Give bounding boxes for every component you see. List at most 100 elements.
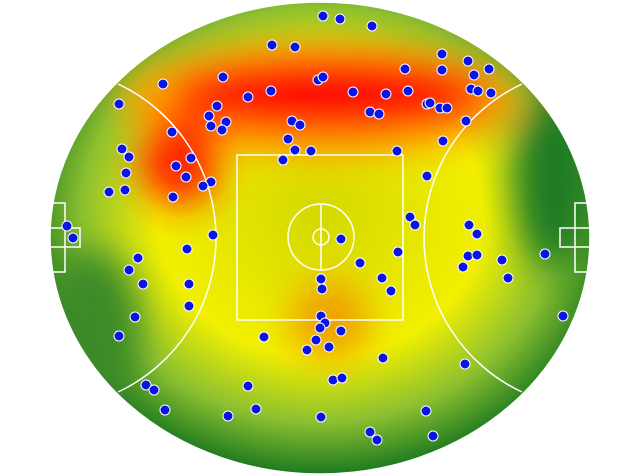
point <box>113 98 125 110</box>
point <box>203 110 215 122</box>
point <box>373 108 385 120</box>
point <box>305 145 317 157</box>
point <box>315 273 327 285</box>
point <box>441 102 453 114</box>
point <box>354 257 366 269</box>
point <box>462 250 474 262</box>
point <box>197 180 209 192</box>
point <box>402 85 414 97</box>
point <box>335 233 347 245</box>
point <box>404 211 416 223</box>
point <box>301 344 313 356</box>
point <box>427 430 439 442</box>
point <box>140 379 152 391</box>
point <box>222 410 234 422</box>
point <box>137 278 149 290</box>
point <box>113 330 125 342</box>
point <box>289 144 301 156</box>
point <box>371 434 383 446</box>
point <box>421 170 433 182</box>
point <box>181 243 193 255</box>
point <box>483 63 495 75</box>
point <box>282 133 294 145</box>
point <box>132 252 144 264</box>
point <box>376 272 388 284</box>
point <box>119 184 131 196</box>
point <box>159 404 171 416</box>
point <box>217 71 229 83</box>
point <box>364 426 376 438</box>
point <box>289 41 301 53</box>
point <box>315 411 327 423</box>
point <box>123 151 135 163</box>
point <box>250 403 262 415</box>
point <box>242 91 254 103</box>
point <box>471 228 483 240</box>
point <box>460 115 472 127</box>
point <box>314 322 326 334</box>
point <box>157 78 169 90</box>
point <box>185 152 197 164</box>
point <box>242 380 254 392</box>
point <box>183 278 195 290</box>
point <box>129 311 141 323</box>
point <box>364 106 376 118</box>
point <box>327 374 339 386</box>
point <box>148 384 160 396</box>
point <box>436 64 448 76</box>
point <box>399 63 411 75</box>
point <box>336 372 348 384</box>
point <box>317 71 329 83</box>
point <box>420 405 432 417</box>
point <box>485 87 497 99</box>
point <box>496 254 508 266</box>
point <box>266 39 278 51</box>
point <box>277 154 289 166</box>
point <box>377 352 389 364</box>
point <box>334 13 346 25</box>
point <box>409 219 421 231</box>
point <box>457 261 469 273</box>
point <box>180 171 192 183</box>
point <box>392 246 404 258</box>
point <box>459 358 471 370</box>
point <box>436 48 448 60</box>
point <box>472 85 484 97</box>
point <box>335 325 347 337</box>
point <box>424 97 436 109</box>
point <box>170 160 182 172</box>
point <box>167 191 179 203</box>
point <box>265 85 277 97</box>
point <box>557 310 569 322</box>
point <box>502 272 514 284</box>
point <box>462 55 474 67</box>
point <box>468 69 480 81</box>
point <box>205 120 217 132</box>
point <box>207 229 219 241</box>
point <box>258 331 270 343</box>
point <box>216 124 228 136</box>
point <box>310 334 322 346</box>
point <box>539 248 551 260</box>
point <box>391 145 403 157</box>
point <box>294 119 306 131</box>
point <box>385 285 397 297</box>
point <box>323 341 335 353</box>
point <box>316 283 328 295</box>
point <box>166 126 178 138</box>
point <box>61 220 73 232</box>
point <box>366 20 378 32</box>
point <box>183 300 195 312</box>
field-lines <box>49 1 591 475</box>
point <box>317 10 329 22</box>
point <box>463 219 475 231</box>
point <box>437 135 449 147</box>
point <box>471 249 483 261</box>
point <box>103 186 115 198</box>
point <box>347 86 359 98</box>
point <box>67 232 79 244</box>
point <box>123 264 135 276</box>
point <box>120 167 132 179</box>
